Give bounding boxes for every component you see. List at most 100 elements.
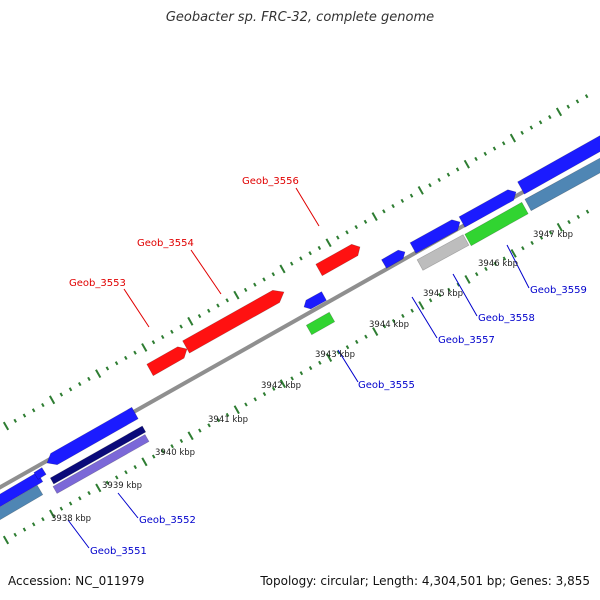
coordinate-label: 3942 kbp: [261, 381, 301, 391]
gene-arrow: [416, 234, 470, 271]
tick-mark: [290, 376, 294, 381]
tick-mark: [49, 509, 56, 519]
tick-mark: [243, 287, 248, 292]
inner-tick-ring: [2, 209, 590, 545]
tick-mark: [179, 438, 184, 444]
coordinate-label: 3940 kbp: [155, 448, 195, 458]
gene-arrow: [458, 189, 517, 228]
tick-mark: [216, 418, 221, 423]
label-leader: [506, 244, 530, 289]
tick-mark: [2, 535, 10, 545]
tick-mark: [299, 256, 303, 261]
tick-mark: [308, 365, 313, 371]
tick-mark: [187, 316, 194, 326]
tick-mark: [509, 133, 517, 143]
tick-mark: [484, 266, 488, 272]
tick-mark: [13, 532, 17, 537]
tick-mark: [492, 146, 497, 151]
label-leader: [452, 273, 478, 317]
accession-text: Accession: NC_011979: [8, 574, 145, 588]
tick-mark: [151, 454, 156, 459]
label-leader: [337, 349, 359, 383]
tick-mark: [363, 219, 368, 224]
gene-arrow: [517, 135, 600, 195]
tick-mark: [95, 483, 102, 493]
tick-mark: [105, 480, 110, 485]
tick-mark: [456, 282, 461, 287]
tick-mark: [410, 308, 414, 313]
gene-arrow: [409, 219, 461, 254]
tick-mark: [585, 209, 590, 214]
gene-label: Geob_3551: [90, 546, 147, 557]
tick-mark: [271, 386, 276, 391]
tick-mark: [325, 353, 333, 362]
tick-mark: [187, 431, 194, 441]
tick-mark: [124, 355, 128, 360]
tick-mark: [233, 290, 240, 300]
tick-mark: [428, 298, 433, 303]
label-leader: [117, 492, 139, 519]
outer-tick-ring: [2, 94, 589, 431]
tick-mark: [31, 408, 36, 413]
tick-mark: [170, 329, 174, 334]
gene-label: Geob_3556: [242, 176, 299, 187]
tick-mark: [336, 350, 341, 355]
tick-mark: [438, 292, 442, 298]
gene-label: Geob_3554: [137, 238, 194, 249]
gene-arrow: [305, 311, 336, 336]
label-leader: [411, 296, 438, 339]
tick-mark: [548, 115, 552, 120]
gene-arrow: [315, 243, 361, 277]
label-leader: [295, 187, 320, 227]
tick-mark: [207, 308, 211, 313]
tick-mark: [483, 151, 488, 156]
tick-mark: [198, 428, 202, 433]
coordinate-label: 3939 kbp: [102, 481, 142, 491]
tick-mark: [59, 392, 64, 397]
tick-mark: [114, 361, 119, 366]
tick-mark: [521, 246, 525, 251]
tick-mark: [279, 264, 286, 274]
tick-mark: [78, 496, 82, 501]
gene-arrow: [0, 484, 44, 521]
tick-mark: [289, 261, 294, 266]
tick-mark: [371, 212, 378, 221]
tick-mark: [455, 167, 460, 172]
tick-mark: [418, 301, 425, 310]
tick-mark: [41, 517, 45, 522]
tick-mark: [325, 238, 332, 248]
gene-label: Geob_3558: [478, 313, 535, 324]
tick-mark: [446, 172, 451, 177]
tick-mark: [124, 470, 128, 475]
label-leader: [123, 288, 150, 328]
tick-mark: [197, 313, 202, 319]
tick-mark: [382, 324, 387, 329]
tick-mark: [530, 240, 534, 245]
tick-mark: [354, 339, 359, 345]
tick-mark: [41, 402, 45, 408]
tick-mark: [253, 282, 257, 287]
tick-mark: [382, 209, 386, 214]
tick-mark: [141, 343, 148, 352]
tick-mark: [207, 423, 211, 428]
gene-label: Geob_3552: [139, 515, 196, 526]
tick-mark: [576, 214, 581, 219]
gene-label: Geob_3553: [69, 278, 126, 289]
tick-mark: [464, 275, 471, 284]
tick-mark: [87, 376, 91, 381]
tick-mark: [151, 340, 156, 345]
coordinate-label: 3938 kbp: [51, 514, 91, 524]
tick-mark: [279, 379, 287, 389]
tick-mark: [584, 94, 589, 99]
gene-arrow: [303, 291, 327, 310]
coordinate-label: 3943 kbp: [315, 350, 355, 360]
tick-mark: [170, 444, 174, 449]
tick-mark: [161, 449, 165, 454]
tick-mark: [428, 183, 432, 188]
tick-mark: [133, 464, 137, 470]
tick-mark: [262, 392, 267, 397]
gene-arrow: [52, 434, 150, 494]
gene-arrow: [146, 346, 188, 377]
gene-arrow: [49, 425, 147, 485]
tick-mark: [538, 120, 543, 125]
